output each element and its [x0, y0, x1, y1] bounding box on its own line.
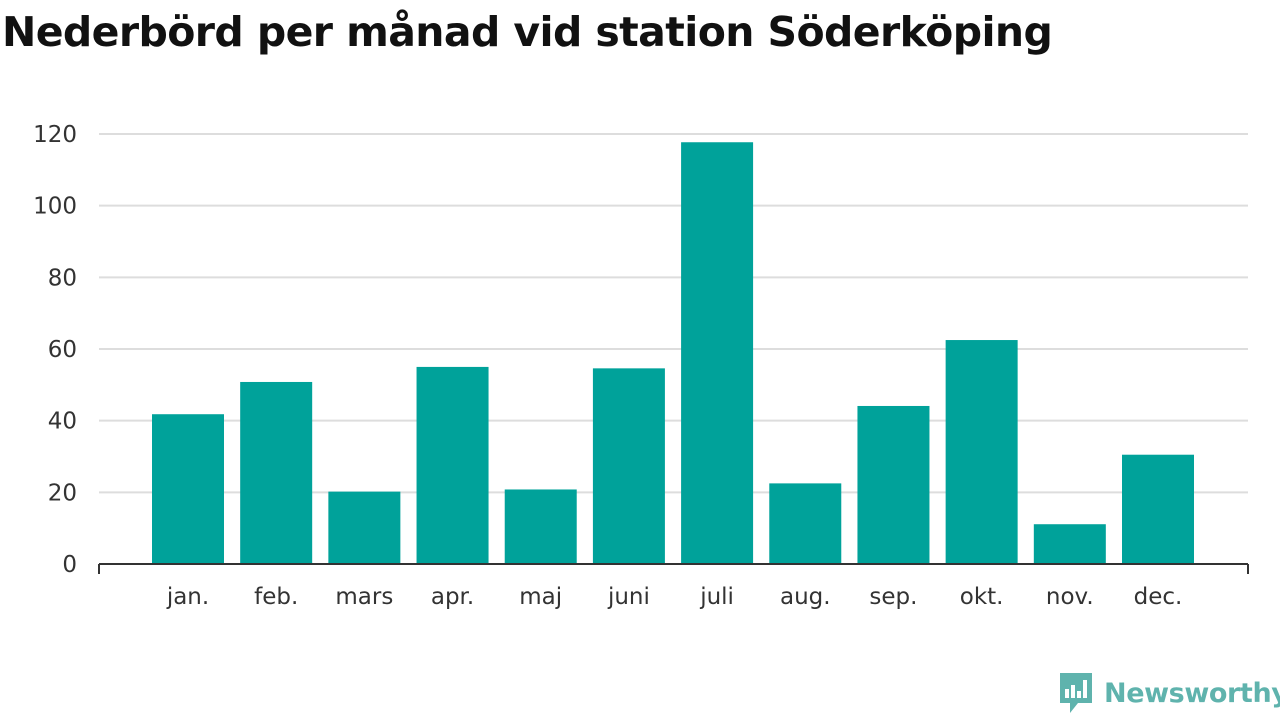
bar-6 — [681, 142, 754, 564]
x-tick-label: apr. — [431, 584, 474, 610]
newsworthy-logo: Newsworthy — [1058, 671, 1280, 715]
y-tick-label: 60 — [48, 337, 77, 363]
bar-3 — [416, 366, 489, 564]
x-tick-label: mars — [335, 584, 393, 610]
bar-8 — [857, 405, 930, 564]
bar-9 — [945, 340, 1018, 564]
x-tick-label: nov. — [1046, 584, 1094, 610]
y-tick-label: 100 — [33, 194, 77, 220]
bar-0 — [152, 414, 224, 564]
bar-11 — [1122, 454, 1194, 564]
y-tick-labels: 0 20 40 60 80 100 120 — [33, 122, 77, 578]
x-tick-label: dec. — [1134, 584, 1183, 610]
x-tick-label: juli — [699, 584, 734, 610]
bar-1 — [240, 381, 313, 564]
chart-title: Nederbörd per månad vid station Söderköp… — [2, 8, 1053, 56]
x-tick-label: juni — [607, 584, 650, 610]
x-tick-labels: jan. feb. mars apr. maj juni juli aug. sep. okt. n… — [166, 584, 1183, 610]
x-tick-label: okt. — [960, 584, 1004, 610]
bar-4 — [504, 489, 577, 564]
newsworthy-logo-icon — [1060, 673, 1092, 713]
x-tick-label: jan. — [166, 584, 209, 610]
bar-10 — [1033, 524, 1106, 564]
bar-5 — [592, 368, 665, 564]
bar-2 — [328, 491, 401, 564]
y-tick-label: 80 — [48, 265, 77, 291]
x-axis — [98, 563, 1249, 574]
x-tick-label: feb. — [254, 584, 298, 610]
brand-name: Newsworthy — [1104, 677, 1280, 709]
y-tick-label: 0 — [62, 552, 77, 578]
y-tick-label: 40 — [48, 409, 77, 435]
x-tick-label: sep. — [869, 584, 917, 610]
y-tick-label: 120 — [33, 122, 77, 148]
y-tick-label: 20 — [48, 480, 77, 506]
x-tick-label: aug. — [780, 584, 831, 610]
x-tick-label: maj — [519, 584, 562, 610]
bars — [152, 142, 1194, 564]
bar-7 — [769, 483, 842, 564]
